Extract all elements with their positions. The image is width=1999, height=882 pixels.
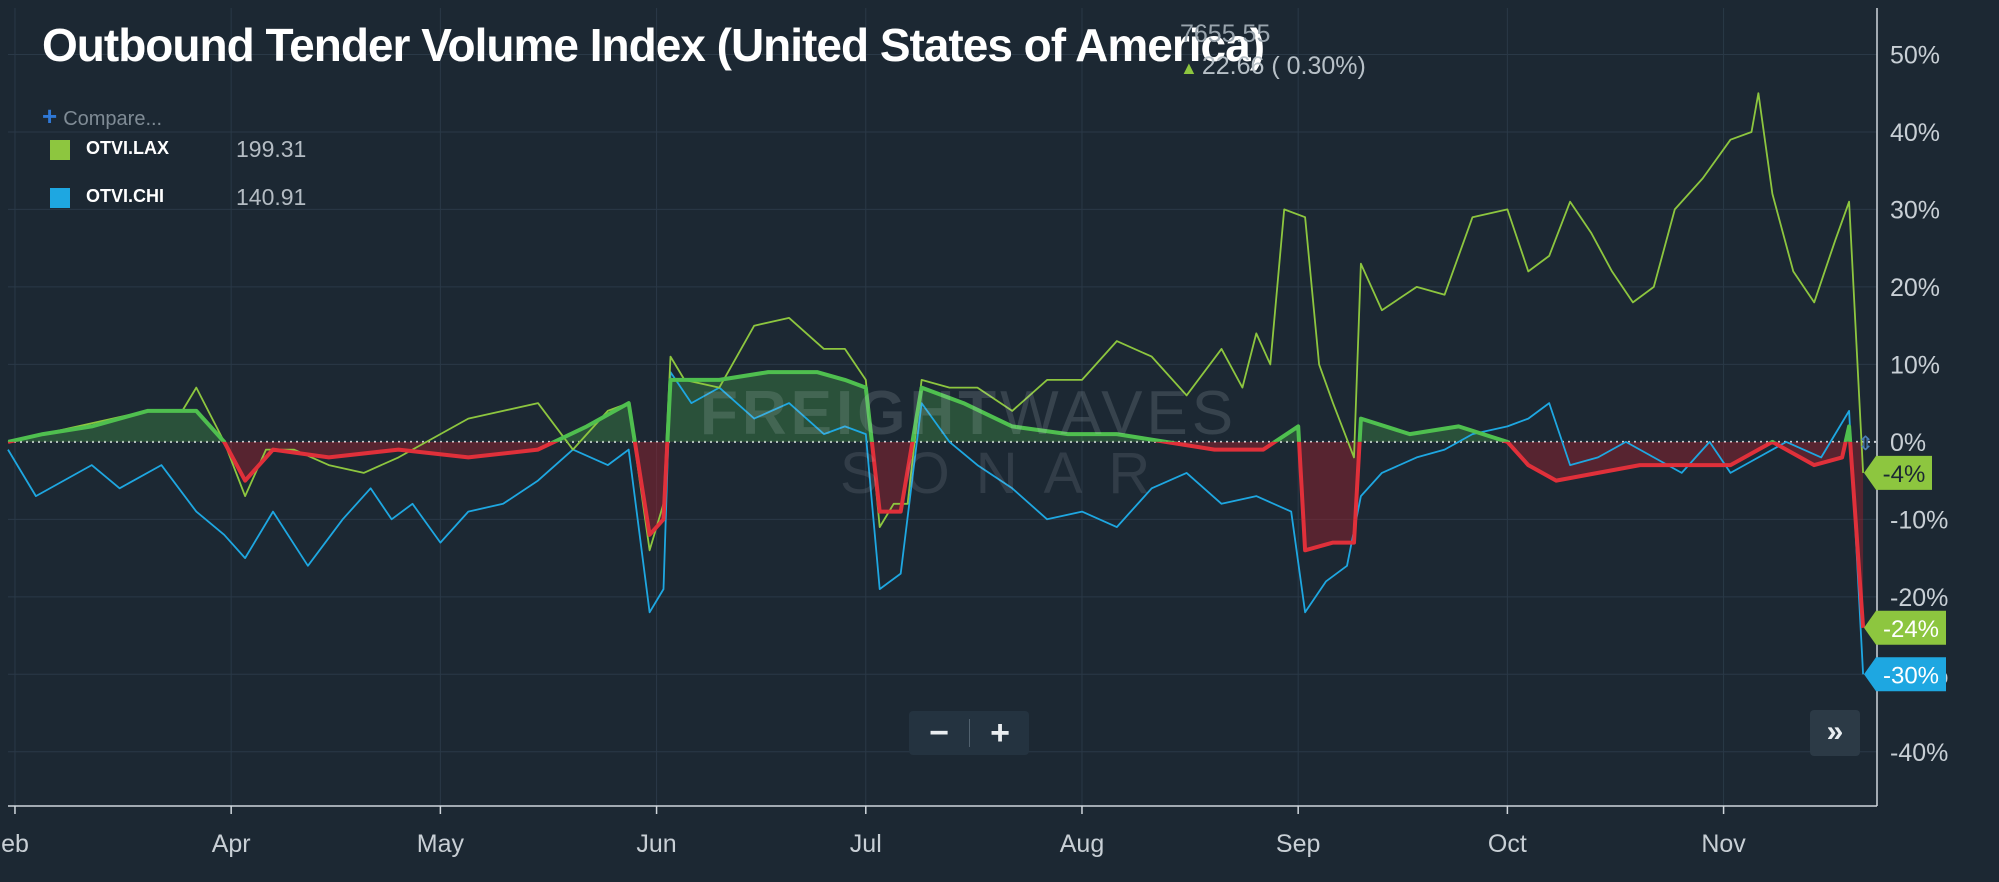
x-tick-label: Oct (1488, 830, 1527, 858)
x-tick-label: Apr (212, 830, 251, 858)
series-line-otvi-chi (7, 371, 1864, 675)
series-line-otvi-lax (7, 92, 1864, 552)
spread-line-positive (8, 370, 1853, 442)
legend-swatch-lax (50, 140, 70, 160)
index-value: 7655.55 (1180, 20, 1271, 48)
legend-name-chi: OTVI.CHI (86, 186, 165, 206)
y-tick-label: 40% (1890, 119, 1940, 147)
spread-area-negative (8, 441, 1864, 628)
zoom-out-button[interactable]: − (929, 714, 949, 752)
x-tick-label: eb (1, 830, 29, 858)
legend-swatch-chi (50, 188, 70, 208)
watermark-product: SONAR (840, 441, 1177, 506)
x-tick-label: May (417, 830, 465, 858)
watermark-brand-light: WAVES (1000, 379, 1238, 448)
y-tick-label: 30% (1890, 196, 1940, 224)
zoom-controls: − + (909, 711, 1029, 755)
y-tick-label: -40% (1890, 739, 1948, 767)
spread-line-negative (8, 441, 1866, 628)
legend-value-lax: 199.31 (236, 136, 307, 162)
plus-icon: + (42, 101, 58, 131)
y-tick-label: 50% (1890, 41, 1940, 69)
x-tick-label: Nov (1701, 830, 1746, 858)
spread-area-positive (8, 372, 1864, 442)
end-label-text: -24% (1883, 616, 1939, 643)
up-arrow-icon: ▲ (1180, 58, 1198, 78)
axis-drag-icon: ⇕ (1857, 431, 1874, 455)
compare-button[interactable]: + Compare... (42, 101, 162, 132)
x-tick-label: Aug (1060, 830, 1104, 858)
x-tick-label: Jun (636, 830, 676, 858)
end-label-text: -4% (1883, 461, 1926, 488)
y-tick-label: -20% (1890, 584, 1948, 612)
chart-title: Outbound Tender Volume Index (United Sta… (42, 19, 1265, 71)
scroll-forward-button[interactable]: » (1810, 710, 1860, 756)
end-label-text: -30% (1883, 662, 1939, 689)
index-change-text: 22.66 ( 0.30%) (1201, 52, 1366, 80)
watermark-brand: FREIGHTWAVES (700, 378, 1237, 449)
x-tick-label: Sep (1276, 830, 1320, 858)
end-label-flag (1864, 610, 1946, 645)
y-tick-label: 20% (1890, 274, 1940, 302)
watermark-brand-bold: FREIGHT (700, 379, 1001, 448)
legend-value-chi: 140.91 (236, 184, 307, 210)
zoom-divider (969, 719, 970, 747)
y-tick-label: 10% (1890, 351, 1940, 379)
y-tick-label: -10% (1890, 506, 1948, 534)
x-tick-label: Jul (850, 830, 882, 858)
end-label-flag (1864, 657, 1946, 692)
y-tick-label: 0% (1890, 429, 1926, 457)
legend-name-lax: OTVI.LAX (86, 138, 170, 158)
end-label-flag (1864, 455, 1932, 490)
index-change: ▲ 22.66 ( 0.30%) (1180, 52, 1366, 81)
compare-label: Compare... (63, 108, 163, 130)
zoom-in-button[interactable]: + (990, 714, 1010, 752)
